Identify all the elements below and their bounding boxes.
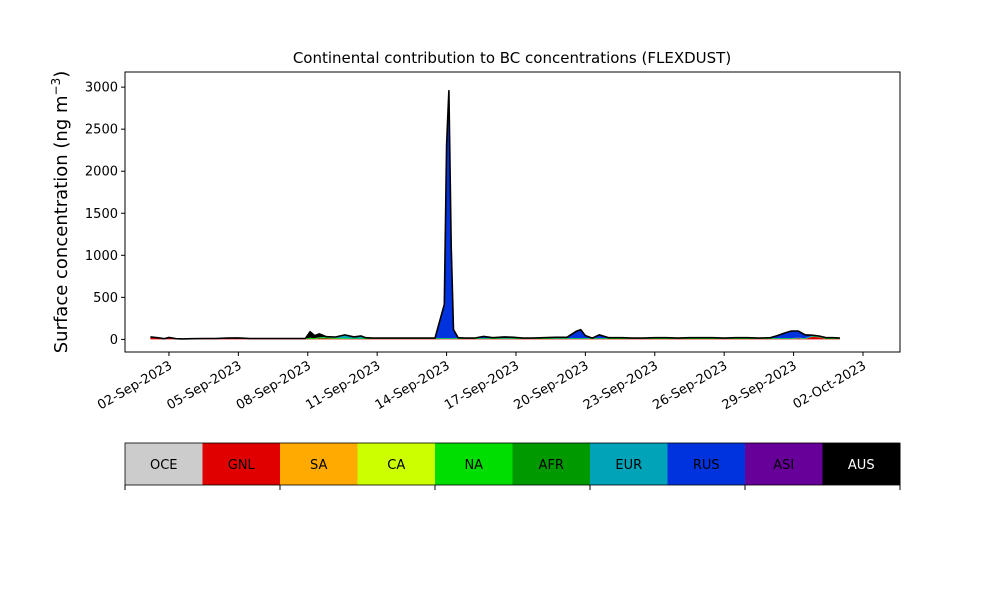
area-na <box>150 336 840 340</box>
x-tick-label: 02-Oct-2023 <box>791 358 869 412</box>
colorbar-swatch-aus <box>822 443 901 485</box>
colorbar-label-afr: AFR <box>539 458 564 473</box>
colorbar-swatch-rus <box>667 443 746 485</box>
colorbar-swatch-sa <box>280 443 358 485</box>
y-tick-label: 2000 <box>85 165 118 180</box>
colorbar-swatch-ca <box>357 443 436 485</box>
area-rus <box>150 90 840 339</box>
x-tick-label: 11-Sep-2023 <box>303 358 383 413</box>
y-axis-label: Surface concentration (ng m−3) <box>49 71 72 354</box>
x-tick-label: 14-Sep-2023 <box>373 358 453 413</box>
y-axis: 0 500 1000 1500 2000 2500 3000 <box>85 81 125 348</box>
colorbar-label-ca: CA <box>387 458 405 473</box>
colorbar-label-asi: ASI <box>773 458 794 473</box>
y-tick-label: 1500 <box>85 207 118 222</box>
colorbar-label-na: NA <box>464 458 483 473</box>
colorbar-swatch-na <box>435 443 513 485</box>
x-tick-label: 29-Sep-2023 <box>720 358 800 413</box>
x-tick-label: 26-Sep-2023 <box>650 358 730 413</box>
y-tick-label: 3000 <box>85 81 118 96</box>
x-axis: 02-Sep-202305-Sep-202308-Sep-202311-Sep-… <box>95 352 869 413</box>
colorbar-swatch-asi <box>745 443 823 485</box>
area-series-group <box>150 90 840 340</box>
x-tick-label: 23-Sep-2023 <box>581 358 661 413</box>
colorbar-label-eur: EUR <box>615 458 642 473</box>
y-tick-label: 2500 <box>85 123 118 138</box>
y-tick-label: 0 <box>110 333 118 348</box>
x-tick-label: 08-Sep-2023 <box>234 358 314 413</box>
colorbar-label-sa: SA <box>310 458 327 473</box>
colorbar-swatch-eur <box>590 443 668 485</box>
x-tick-label: 17-Sep-2023 <box>442 358 522 413</box>
total-outline <box>150 90 840 340</box>
colorbar-label-aus: AUS <box>848 458 875 473</box>
colorbar-label-gnl: GNL <box>228 458 256 473</box>
colorbar-swatch-oce <box>125 443 203 485</box>
x-tick-label: 05-Sep-2023 <box>165 358 245 413</box>
colorbar-swatch-gnl <box>202 443 281 485</box>
colorbar-swatch-afr <box>512 443 591 485</box>
area-gnl <box>150 336 840 340</box>
chart-title: Continental contribution to BC concentra… <box>293 49 731 67</box>
x-tick-label: 02-Sep-2023 <box>95 358 175 413</box>
plot-frame <box>124 71 901 353</box>
y-tick-label: 500 <box>93 291 118 306</box>
y-tick-label: 1000 <box>85 249 118 264</box>
colorbar-legend: OCE GNL SA CA NA AFR EUR RUS ASI AUS <box>124 442 901 490</box>
colorbar-label-oce: OCE <box>150 458 178 473</box>
area-aus <box>150 90 840 339</box>
colorbar-label-rus: RUS <box>693 458 720 473</box>
colorbar-frame <box>124 442 901 486</box>
x-tick-label: 20-Sep-2023 <box>512 358 592 413</box>
